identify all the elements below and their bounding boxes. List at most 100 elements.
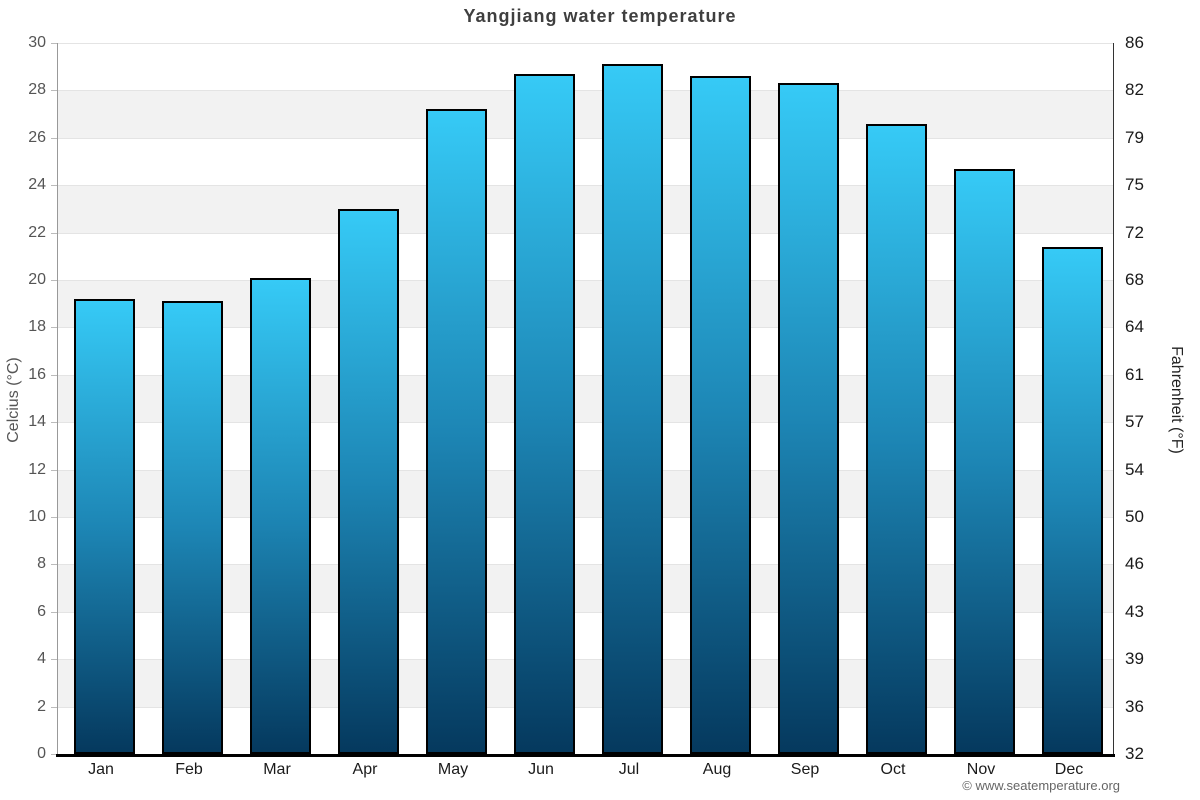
y-axis-right-tick-39: 39 [1125,649,1144,669]
x-axis-label-mar: Mar [263,761,291,778]
y-axis-right-tick-43: 43 [1125,601,1144,621]
gridline [57,469,1113,471]
y-axis-left-tickmark [51,43,57,44]
y-axis-left-tick-22: 22 [28,223,46,241]
plot-band [57,232,1113,280]
plot-band [57,659,1113,707]
plot-band [57,185,1113,233]
y-axis-right-tick-64: 64 [1125,317,1144,337]
y-axis-right-tick-54: 54 [1125,459,1144,479]
plot-band [57,43,1113,91]
bar-feb [162,301,223,754]
gridline [57,659,1113,661]
bar-aug [690,76,751,754]
bar-may [426,109,487,754]
y-axis-left-tickmark [51,469,57,471]
x-axis-label-oct: Oct [880,761,906,778]
plot-band [57,422,1113,470]
y-axis-left-tick-24: 24 [28,176,46,194]
y-axis-left-tick-2: 2 [37,697,46,715]
gridline [57,90,1113,92]
y-axis-left-line [57,43,58,756]
gridline [57,422,1113,424]
bar-apr [338,209,399,754]
gridline [57,43,1113,44]
plot-band [57,90,1113,138]
y-axis-left-tickmark [51,280,57,281]
y-axis-left-tickmark [51,517,57,518]
gridline [57,327,1113,329]
y-axis-right-tick-57: 57 [1125,412,1144,432]
y-axis-right-tick-36: 36 [1125,696,1144,716]
y-axis-right-tick-82: 82 [1125,80,1144,100]
bar-sep [778,83,839,754]
y-axis-left-tickmark [51,754,57,755]
y-axis-left-tick-0: 0 [37,745,46,762]
y-axis-left-tick-16: 16 [28,365,46,383]
x-axis-label-sep: Sep [790,761,820,778]
y-axis-left-tickmark [51,422,57,424]
y-axis-left-tick-10: 10 [28,508,46,525]
bar-oct [866,124,927,754]
bar-jan [74,299,135,754]
x-axis-label-jun: Jun [528,761,554,778]
plot-band [57,327,1113,375]
y-axis-right-line [1113,43,1114,756]
y-axis-left-tick-30: 30 [28,34,46,51]
y-axis-left-tickmark [51,327,57,329]
y-axis-right-tick-32: 32 [1125,744,1144,763]
gridline [57,374,1113,376]
plot-band [57,469,1113,517]
bar-mar [250,278,311,754]
gridline [57,185,1113,187]
x-axis-baseline [56,754,1115,757]
y-axis-left-tickmark [51,564,57,566]
y-axis-left-tickmark [51,137,57,139]
y-axis-left-tick-4: 4 [37,650,46,668]
y-axis-left-tick-14: 14 [28,413,46,431]
copyright-text: © www.seatemperature.org [962,778,1120,793]
y-axis-left-tick-6: 6 [37,602,46,620]
y-axis-left-tickmark [51,611,57,613]
y-axis-left-tick-8: 8 [37,555,46,573]
y-axis-left-tick-18: 18 [28,318,46,336]
gridline [57,517,1113,518]
y-axis-left-tick-28: 28 [28,81,46,99]
y-axis-left-tickmark [51,374,57,376]
gridline [57,611,1113,613]
y-axis-right-tick-46: 46 [1125,554,1144,574]
x-axis-label-apr: Apr [352,761,378,778]
y-axis-left-tick-26: 26 [28,128,46,146]
plot-band [57,611,1113,660]
plot-band [57,137,1113,186]
x-axis-label-jul: Jul [618,761,640,778]
y-axis-left-tickmark [51,659,57,661]
bar-jun [514,74,575,754]
y-axis-right-tick-72: 72 [1125,222,1144,242]
x-axis-label-nov: Nov [966,761,996,778]
x-axis-label-may: May [437,761,469,778]
y-axis-right-tick-79: 79 [1125,127,1144,147]
y-axis-left-tickmark [51,706,57,708]
x-axis-label-aug: Aug [702,761,732,778]
y-axis-right-tick-75: 75 [1125,175,1144,195]
x-axis-label-feb: Feb [175,761,203,778]
gridline [57,137,1113,139]
y-axis-left-tickmark [51,185,57,187]
x-axis-label-dec: Dec [1054,761,1084,778]
y-axis-left-tick-20: 20 [28,271,46,288]
y-axis-left-tickmark [51,232,57,234]
y-axis-right-tick-61: 61 [1125,364,1144,384]
y-axis-right-tick-50: 50 [1125,507,1144,526]
plot-band [57,706,1113,754]
y-axis-left-tickmark [51,90,57,92]
chart-title: Yangjiang water temperature [463,6,737,26]
plot-band [57,564,1113,612]
gridline [57,706,1113,708]
y-axis-left-tick-12: 12 [28,460,46,478]
y-axis-right-tick-68: 68 [1125,270,1144,289]
y-axis-right-tick-86: 86 [1125,33,1144,52]
bar-jul [602,64,663,754]
plot-band [57,374,1113,423]
